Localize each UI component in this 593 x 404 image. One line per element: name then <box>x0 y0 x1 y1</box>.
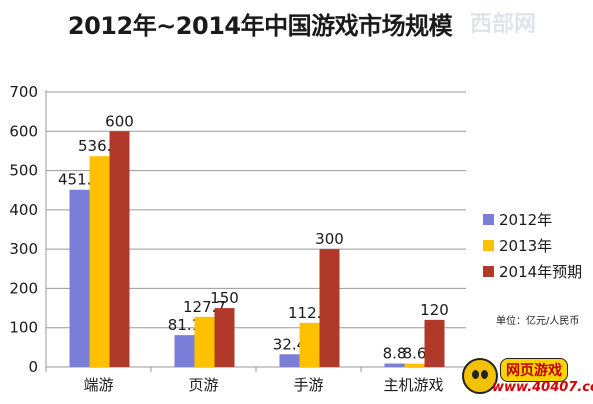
site-logo: 网页游戏 www.40407.com <box>462 354 593 402</box>
legend-item-2014: 2014年预期 <box>483 258 582 284</box>
bar <box>424 319 445 367</box>
bar <box>319 249 340 367</box>
watermark: 西部网 <box>470 12 537 37</box>
bar <box>194 316 215 367</box>
data-label: 32.4 <box>273 335 306 353</box>
legend-item-2013: 2013年 <box>483 232 582 258</box>
bar <box>279 354 300 367</box>
data-label: 8.8 <box>383 345 407 363</box>
bar <box>384 363 405 367</box>
bar <box>214 308 235 367</box>
y-tick-label: 100 <box>9 319 38 337</box>
legend-label: 2014年预期 <box>499 262 583 281</box>
data-label: 150 <box>210 289 239 307</box>
logo-name: 网页游戏 <box>500 358 568 382</box>
legend: 2012年 2013年 2014年预期 <box>483 206 582 284</box>
x-tick-label: 端游 <box>83 376 113 394</box>
data-label: 8.6 <box>403 345 427 363</box>
y-tick-label: 600 <box>9 122 38 140</box>
legend-swatch <box>483 239 494 251</box>
legend-label: 2013年 <box>499 236 553 255</box>
y-tick-label: 400 <box>9 201 38 219</box>
data-label: 300 <box>315 230 344 248</box>
data-label: 600 <box>105 112 134 130</box>
legend-swatch <box>483 265 494 277</box>
unit-note: 单位：亿元/人民币 <box>496 316 580 327</box>
bar <box>174 335 195 367</box>
y-tick-label: 700 <box>9 83 38 101</box>
mascot-icon <box>462 358 498 394</box>
bar <box>404 363 425 367</box>
data-label: 120 <box>420 301 449 319</box>
y-tick-label: 300 <box>9 240 38 258</box>
bar <box>109 131 130 367</box>
chart-title: 2012年~2014年中国游戏市场规模 <box>67 12 453 40</box>
data-label: 81.1 <box>168 316 201 334</box>
x-tick-label: 页游 <box>188 376 218 394</box>
bar <box>299 322 320 367</box>
x-tick-label: 手游 <box>293 376 323 394</box>
y-tick-label: 0 <box>28 358 38 376</box>
logo-url: www.40407.com <box>492 380 593 395</box>
legend-label: 2012年 <box>499 210 553 229</box>
bar <box>69 189 90 367</box>
bar <box>89 156 110 367</box>
legend-swatch <box>483 213 494 225</box>
x-tick-label: 主机游戏 <box>383 376 443 394</box>
y-tick-label: 200 <box>9 279 38 297</box>
legend-item-2012: 2012年 <box>483 206 582 232</box>
y-tick-label: 500 <box>9 162 38 180</box>
